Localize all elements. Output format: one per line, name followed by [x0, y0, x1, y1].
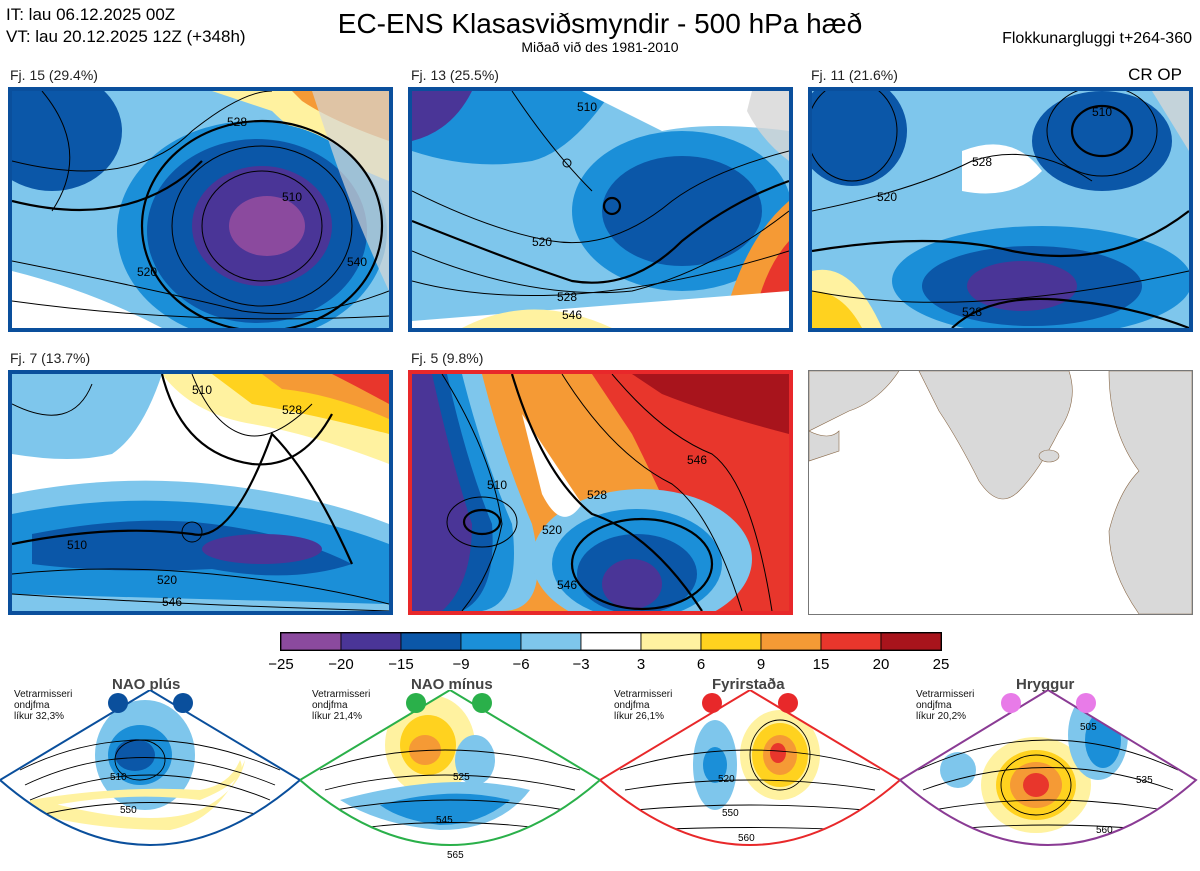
page-title: EC-ENS Klasasviðsmyndir - 500 hPa hæð: [337, 8, 863, 39]
regime-map: 520 550 560: [600, 690, 902, 846]
colorbar: [280, 632, 942, 651]
colorbar-tick: 9: [756, 656, 766, 673]
regime-map: 510 550: [0, 690, 302, 846]
page-subtitle: Miðað við des 1981-2010: [521, 39, 679, 55]
colorbar-segment: [760, 632, 822, 651]
contour-label: 546: [687, 453, 707, 467]
regime-dot: [778, 693, 798, 713]
contour-label: 510: [577, 100, 597, 114]
colorbar-tick: −15: [388, 656, 414, 673]
scenario-map-1: 510 520 528 540: [8, 87, 393, 332]
classification-window: Flokkunargluggi t+264-360: [1002, 30, 1192, 47]
regime-dot: [1076, 693, 1096, 713]
contour-label: 528: [972, 155, 992, 169]
contour-label: 540: [347, 255, 367, 269]
colorbar-tick: 3: [636, 656, 646, 673]
contour-label: 510: [67, 538, 87, 552]
contour-label: 520: [157, 573, 177, 587]
contour-label: 520: [532, 235, 552, 249]
regime-map: 525 545 565: [300, 690, 602, 861]
contour-label: 535: [1136, 775, 1153, 786]
contour-label: 510: [1092, 105, 1112, 119]
regime-note: Vetrarmisseri ondjfma líkur 26,1%: [614, 689, 673, 722]
contour-label: 565: [447, 850, 464, 861]
scenario-map-2: 510 520 528 546: [408, 87, 793, 332]
colorbar-tick: 15: [812, 656, 830, 673]
colorbar-tick: 20: [872, 656, 890, 673]
contour-label: 550: [120, 805, 137, 816]
contour-label: 546: [562, 308, 582, 322]
contour-label: 528: [962, 305, 982, 319]
panel-label-3: Fj. 11 (21.6%): [811, 67, 898, 83]
regime-title: Hryggur: [1016, 676, 1075, 693]
regime-note: Vetrarmisseri ondjfma líkur 20,2%: [916, 689, 975, 722]
colorbar-tick: 6: [696, 656, 706, 673]
regime-dot: [1001, 693, 1021, 713]
contour-label: 550: [722, 808, 739, 819]
colorbar-tick: −25: [268, 656, 294, 673]
colorbar-segment: [640, 632, 702, 651]
regime-dot: [108, 693, 128, 713]
issue-time: IT: lau 06.12.2025 00Z: [6, 5, 176, 24]
panel-label-2: Fj. 13 (25.5%): [411, 67, 499, 83]
contour-label: 520: [877, 190, 897, 204]
contour-label: 520: [542, 523, 562, 537]
regime-note: Vetrarmisseri ondjfma líkur 32,3%: [14, 689, 73, 722]
contour-label: 528: [557, 290, 577, 304]
contour-label: 560: [738, 833, 755, 844]
regime-dot: [702, 693, 722, 713]
contour-label: 545: [436, 815, 453, 826]
colorbar-segment: [580, 632, 642, 651]
regime-note: Vetrarmisseri ondjfma líkur 21,4%: [312, 689, 371, 722]
contour-label: 510: [282, 190, 302, 204]
contour-label: 528: [282, 403, 302, 417]
valid-time: VT: lau 20.12.2025 12Z (+348h): [6, 27, 246, 46]
colorbar-segment: [520, 632, 582, 651]
colorbar-segment: [280, 632, 342, 651]
scenario-map-5: 510 520 528 546 546: [408, 370, 793, 615]
contour-label: 520: [718, 774, 735, 785]
regime-dot: [472, 693, 492, 713]
contour-label: 546: [557, 578, 577, 592]
contour-label: 510: [110, 772, 127, 783]
colorbar-segment: [880, 632, 942, 651]
regime-map: 505 535 560: [898, 690, 1198, 846]
contour-label: 546: [162, 595, 182, 609]
regime-title: NAO mínus: [411, 676, 493, 693]
contour-label: 510: [192, 383, 212, 397]
contour-label: 560: [1096, 825, 1113, 836]
colorbar-tick: −9: [452, 656, 470, 673]
colorbar-tick: −6: [512, 656, 530, 673]
colorbar-tick: −3: [572, 656, 590, 673]
reference-map: [808, 370, 1193, 615]
regime-title: Fyrirstaða: [712, 676, 785, 693]
contour-label: 528: [587, 488, 607, 502]
panel-label-4: Fj. 7 (13.7%): [10, 350, 91, 366]
regime-dot: [406, 693, 426, 713]
contour-label: 510: [487, 478, 507, 492]
cr-op-label: CR OP: [1128, 65, 1182, 84]
colorbar-segment: [340, 632, 402, 651]
colorbar-segment: [700, 632, 762, 651]
header-info: IT: lau 06.12.2025 00Z VT: lau 20.12.202…: [6, 4, 246, 48]
contour-label: 505: [1080, 722, 1097, 733]
panel-label-1: Fj. 15 (29.4%): [10, 67, 98, 83]
panel-label-5: Fj. 5 (9.8%): [411, 350, 484, 366]
colorbar-segment: [820, 632, 882, 651]
regime-dot: [173, 693, 193, 713]
colorbar-segment: [400, 632, 462, 651]
regime-title: NAO plús: [112, 676, 181, 693]
colorbar-tick: −20: [328, 656, 354, 673]
contour-label: 528: [227, 115, 247, 129]
colorbar-segment: [460, 632, 522, 651]
scenario-map-3: 510 520 528 528: [808, 87, 1193, 332]
scenario-map-4: 510 510 520 528 546: [8, 370, 393, 615]
colorbar-tick: 25: [932, 656, 950, 673]
contour-label: 525: [453, 772, 470, 783]
contour-label: 520: [137, 265, 157, 279]
